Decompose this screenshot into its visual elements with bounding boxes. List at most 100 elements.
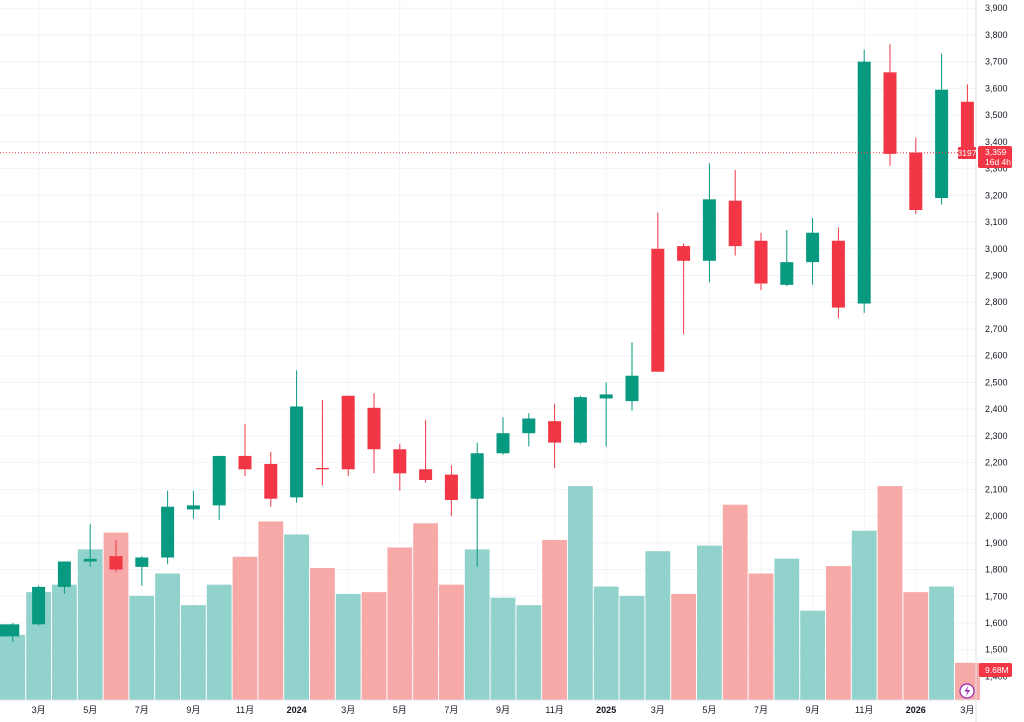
volume-bar (722, 504, 748, 700)
price-tick-label: 2,500 (985, 377, 1008, 387)
price-tick-label: 2,600 (985, 351, 1008, 361)
volume-bar (903, 592, 929, 700)
candle-body (470, 453, 484, 499)
candle-body (290, 406, 304, 498)
price-tag-value: 3,359 (985, 147, 1007, 157)
price-tick-label: 2,900 (985, 271, 1008, 281)
volume-bar (593, 586, 619, 700)
candle-body (935, 89, 949, 198)
candle-body (780, 262, 794, 285)
price-tick-label: 2,000 (985, 511, 1008, 521)
time-tick-label: 5月 (393, 705, 407, 715)
price-tick-label: 1,600 (985, 618, 1008, 628)
volume-bar (258, 521, 284, 700)
price-tag-left-box (958, 147, 976, 159)
candle-body (57, 561, 71, 587)
price-tick-label: 1,700 (985, 591, 1008, 601)
candle-body (702, 199, 716, 261)
candle-body (625, 375, 639, 402)
price-tick-label: 2,100 (985, 484, 1008, 494)
volume-bar (929, 586, 954, 700)
time-tick-label: 2024 (287, 705, 307, 715)
candle-body (831, 240, 845, 308)
volume-bar (155, 573, 180, 700)
candle-body (32, 586, 46, 625)
volume-bar (464, 549, 490, 700)
volume-bar (77, 549, 103, 700)
volume-bar (0, 634, 26, 700)
price-tick-label: 3,500 (985, 110, 1008, 120)
candle-body (341, 395, 355, 470)
candle-body (109, 556, 123, 570)
time-axis[interactable]: 3月 5月 7月 9月 11月 2024 3月 5月 7月 9月 11月 2025 3月 5月 7月 9月 11… (32, 705, 975, 715)
candle-body (677, 246, 691, 261)
price-tick-label: 1,800 (985, 565, 1008, 575)
candle-body (212, 455, 226, 506)
candle-body (135, 557, 149, 567)
price-tick-label: 3,300 (985, 164, 1008, 174)
candle-body (315, 467, 329, 470)
candle-body (186, 505, 200, 510)
volume-bar (206, 584, 232, 700)
volume-bar (877, 486, 903, 700)
price-tick-label: 2,800 (985, 297, 1008, 307)
price-tick-label: 3,900 (985, 3, 1008, 13)
candle-body (909, 152, 923, 211)
volume-bar (310, 567, 335, 700)
time-tick-label: 3月 (32, 705, 46, 715)
price-tick-label: 1,500 (985, 645, 1008, 655)
volume-bar (568, 486, 593, 700)
volume-tag-value: 9.68M (985, 665, 1009, 675)
volume-bar (619, 595, 645, 700)
volume-bar (52, 584, 77, 700)
candle-body (548, 421, 562, 443)
volume-bar (645, 551, 671, 700)
price-tag-box (978, 146, 1012, 168)
price-tick-label: 3,600 (985, 83, 1008, 93)
volume-bar (387, 547, 413, 700)
time-tick-label: 11月 (855, 705, 873, 715)
time-tick-label: 9月 (186, 705, 200, 715)
time-tick-label: 9月 (806, 705, 820, 715)
volume-tag-box (979, 663, 1012, 677)
candle-body (806, 232, 820, 263)
price-tag-countdown: 16d 4h (985, 157, 1011, 167)
volume-bar (671, 593, 696, 700)
volume-bar (542, 540, 567, 700)
candle-body (883, 72, 897, 154)
volume-bar (800, 610, 825, 700)
price-tick-label: 3,800 (985, 30, 1008, 40)
volume-bar (439, 584, 464, 700)
volume-bar (516, 605, 542, 700)
price-axis[interactable]: 1,4001,5001,6001,7001,8001,9002,0002,100… (985, 3, 1008, 681)
time-tick-label: 3月 (341, 705, 355, 715)
time-tick-label: 3月 (651, 705, 665, 715)
candle-body (264, 463, 278, 499)
lightning-icon[interactable] (959, 683, 975, 699)
candle-body (573, 397, 587, 443)
candle-body (393, 449, 407, 474)
candle-body (754, 240, 768, 284)
candle-body (238, 455, 252, 470)
candle-body (599, 394, 613, 399)
volume-bar (335, 593, 361, 700)
volume-bar (361, 592, 387, 700)
candle-body (496, 433, 510, 454)
volume-bar (851, 530, 877, 700)
volume-bar (826, 566, 851, 700)
price-tick-label: 3,700 (985, 57, 1008, 67)
price-tag-left-text: 3197 (958, 148, 977, 158)
time-tick-label: 3月 (960, 705, 974, 715)
candle-body (444, 474, 458, 501)
volume-bar (774, 558, 800, 700)
candle-body (857, 61, 871, 304)
volume-bars (0, 486, 980, 700)
price-tick-label: 2,200 (985, 458, 1008, 468)
time-tick-label: 2025 (596, 705, 616, 715)
price-tick-label: 2,700 (985, 324, 1008, 334)
candle-body (161, 506, 175, 558)
volume-tag: 9.68M (979, 663, 1012, 677)
time-tick-label: 9月 (496, 705, 510, 715)
candle-body (419, 469, 433, 480)
